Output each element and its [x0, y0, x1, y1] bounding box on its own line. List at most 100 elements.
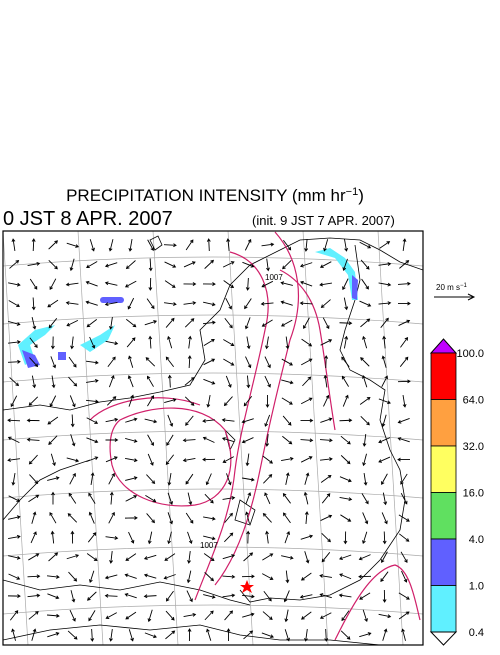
wind-arrow	[185, 512, 194, 524]
wind-arrow	[109, 491, 114, 505]
parallel	[3, 372, 423, 383]
colorbar-segment	[430, 445, 457, 493]
wind-arrow	[167, 374, 172, 388]
wind-arrow	[243, 552, 254, 562]
wind-arrow	[205, 473, 212, 486]
precipitation	[18, 248, 358, 368]
wind-arrow	[165, 454, 175, 465]
wind-arrow	[85, 399, 99, 404]
wind-arrow	[164, 553, 176, 561]
wind-arrow	[108, 511, 115, 524]
wind-arrow	[225, 297, 232, 310]
wind-arrow	[261, 632, 274, 639]
wind-arrow	[146, 513, 155, 524]
wind-arrow	[360, 259, 370, 270]
wind-arrow	[27, 574, 41, 579]
wind-arrow	[164, 280, 176, 288]
contour-label: 1007	[265, 273, 283, 282]
wind-arrow	[282, 492, 291, 504]
wind-arrow	[301, 338, 313, 347]
wind-arrow	[226, 473, 232, 486]
wind-arrow	[86, 261, 98, 269]
wind-arrow	[167, 414, 174, 427]
wind-arrow	[206, 395, 211, 408]
colorbar-label: 4.0	[469, 534, 484, 546]
wind-arrow	[165, 317, 175, 328]
wind-arrow	[8, 495, 21, 502]
vector-scale-main: 20 m s	[436, 283, 460, 292]
wind-arrow	[48, 318, 58, 329]
wind-arrow	[31, 317, 37, 330]
wind-arrow	[167, 512, 174, 525]
wind-arrow	[245, 277, 250, 291]
wind-arrow	[86, 318, 98, 328]
colorbar-segment	[430, 352, 457, 400]
wind-arrow	[186, 570, 192, 584]
wind-arrow	[182, 438, 196, 443]
wind-arrow	[187, 628, 192, 642]
wind-arrow	[265, 433, 270, 447]
wind-arrow	[284, 531, 291, 544]
wind-arrow	[27, 593, 41, 598]
wind-arrow	[264, 356, 271, 369]
wind-arrow	[244, 317, 251, 330]
wind-arrow	[301, 611, 312, 620]
wind-arrow	[148, 335, 153, 349]
wind-arrow	[300, 456, 313, 463]
wind-arrow	[304, 511, 309, 525]
wind-arrow	[241, 437, 254, 444]
wind-arrow	[164, 398, 177, 404]
wind-arrow	[143, 594, 157, 599]
wind-arrow	[8, 555, 21, 560]
wind-arrow	[127, 297, 135, 310]
wind-arrow	[381, 512, 388, 525]
wind-arrow	[203, 358, 216, 366]
wind-arrow	[400, 336, 409, 348]
wind-arrow	[9, 610, 19, 621]
wind-arrow	[146, 298, 155, 310]
wind-arrow	[300, 534, 314, 540]
wind-arrow	[378, 456, 391, 463]
parallel	[3, 430, 423, 441]
wind-arrow	[46, 574, 60, 579]
wind-arrow	[202, 418, 216, 423]
wind-arrow	[65, 301, 79, 305]
wind-arrow	[339, 476, 352, 483]
wind-arrow	[8, 300, 20, 307]
wind-arrow	[339, 554, 352, 561]
wind-arrow	[9, 377, 20, 387]
wind-arrow	[126, 337, 136, 348]
wind-arrow	[125, 495, 138, 502]
wind-arrow	[397, 379, 411, 384]
wind-arrow	[361, 278, 369, 290]
wind-arrow	[300, 280, 313, 287]
parallel	[3, 314, 423, 325]
wind-arrow	[86, 591, 97, 601]
wind-arrow	[48, 552, 59, 562]
wind-arrow	[398, 611, 410, 620]
wind-arrow	[225, 375, 232, 388]
wind-arrow	[299, 262, 313, 268]
wind-arrow	[320, 417, 333, 423]
wind-arrow	[8, 515, 21, 520]
wind-arrow	[148, 258, 153, 272]
wind-arrow	[90, 472, 95, 485]
colorbar-segment	[430, 538, 457, 586]
wind-arrow	[203, 301, 216, 307]
wind-arrow	[319, 457, 333, 462]
wind-arrow	[262, 573, 274, 580]
wind-arrow	[222, 554, 236, 560]
wind-arrow	[398, 319, 411, 326]
wind-arrow	[339, 418, 353, 423]
wind-arrow	[341, 375, 349, 387]
wind-arrow	[183, 282, 197, 286]
parallel	[3, 546, 423, 557]
wind-arrow	[186, 590, 193, 603]
wind-arrow	[148, 277, 153, 291]
wind-arrow	[206, 238, 211, 252]
wind-arrow	[260, 301, 274, 306]
wind-arrow	[400, 551, 408, 563]
wind-arrow	[85, 280, 98, 287]
wind-arrow	[167, 492, 174, 506]
wind-arrow	[264, 492, 271, 505]
